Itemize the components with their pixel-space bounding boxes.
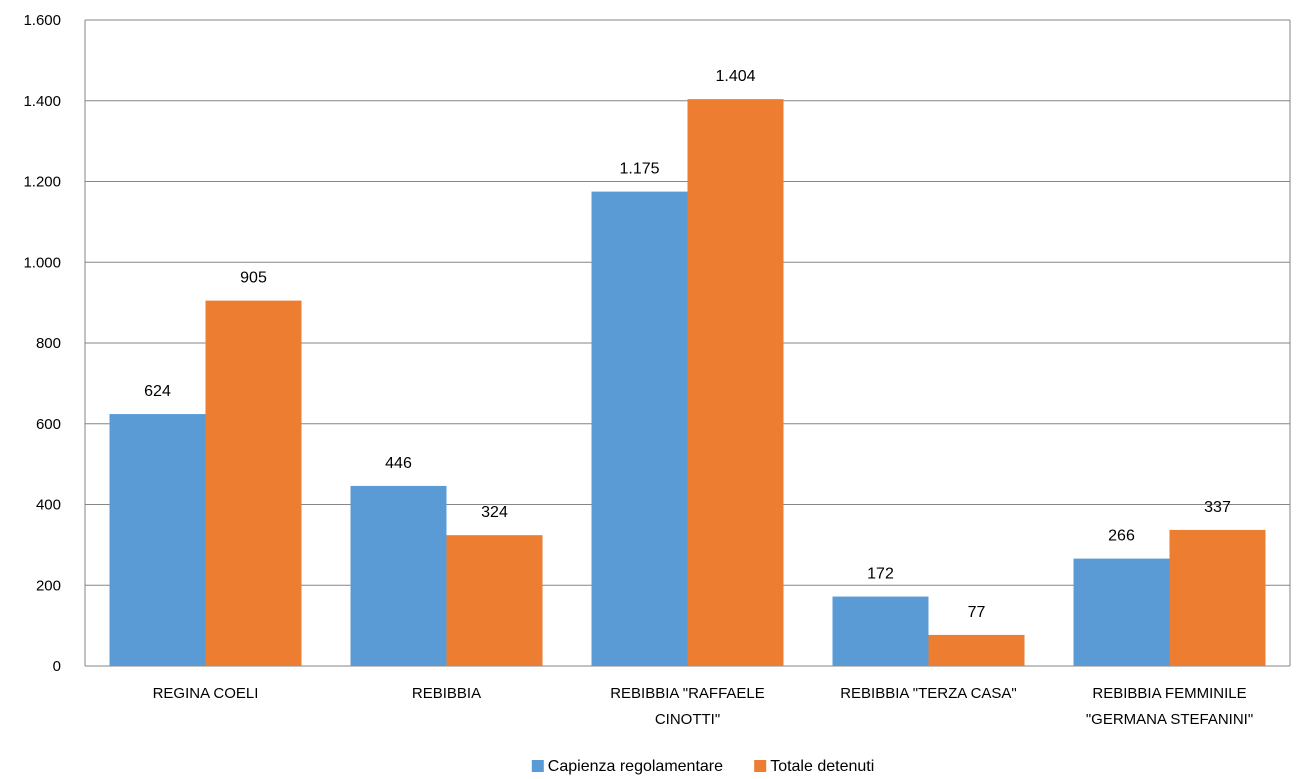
legend-swatch xyxy=(531,760,544,772)
y-axis-tick-labels: 0 200 400 600 800 1.000 1.200 1.400 1.600 xyxy=(23,12,61,675)
bar xyxy=(1169,529,1266,666)
legend-swatch xyxy=(754,760,767,772)
x-category-label: REBIBBIA "TERZA CASA" xyxy=(840,685,1017,702)
x-category-label: REBIBBIA "RAFFAELE xyxy=(610,685,765,702)
bar-value-label: 1.175 xyxy=(619,161,659,178)
bar-value-label: 337 xyxy=(1204,499,1231,516)
bar xyxy=(687,99,784,666)
x-axis-category-labels: REGINA COELI REBIBBIA REBIBBIA "RAFFAELE CI… xyxy=(153,685,1254,728)
bar xyxy=(350,485,447,666)
bar xyxy=(832,596,929,666)
y-tick-label: 0 xyxy=(53,658,61,675)
bar xyxy=(205,300,302,666)
bar xyxy=(591,191,688,666)
bar-value-label: 324 xyxy=(481,504,508,521)
legend: Capienza regolamentare Totale detenuti xyxy=(531,758,874,775)
bar-value-label: 77 xyxy=(968,604,986,621)
bar-value-label: 446 xyxy=(385,455,412,472)
y-tick-label: 1.600 xyxy=(23,12,61,29)
y-tick-label: 800 xyxy=(36,335,61,352)
x-category-label: REGINA COELI xyxy=(153,685,259,702)
y-tick-label: 1.400 xyxy=(23,93,61,110)
y-tick-label: 600 xyxy=(36,416,61,433)
data-labels: 624 905 446 324 1.175 1.404 172 77 266 337 xyxy=(144,68,1231,621)
legend-item: Totale detenuti xyxy=(754,758,874,775)
legend-label: Totale detenuti xyxy=(770,758,874,775)
bar-value-label: 905 xyxy=(240,270,267,287)
x-category-label: REBIBBIA FEMMINILE xyxy=(1092,685,1246,702)
x-category-label: REBIBBIA xyxy=(412,685,481,702)
legend-label: Capienza regolamentare xyxy=(548,758,723,775)
bar-value-label: 172 xyxy=(867,566,894,583)
y-tick-label: 1.000 xyxy=(23,254,61,271)
bar-value-label: 1.404 xyxy=(715,68,755,85)
y-tick-label: 1.200 xyxy=(23,174,61,191)
bar xyxy=(446,535,543,666)
bar xyxy=(1073,558,1170,666)
bars xyxy=(109,99,1266,666)
x-category-label: CINOTTI" xyxy=(655,711,720,728)
y-tick-label: 200 xyxy=(36,577,61,594)
bar xyxy=(109,414,206,666)
bar xyxy=(928,634,1025,666)
y-tick-label: 400 xyxy=(36,497,61,514)
x-category-label: "GERMANA STEFANINI" xyxy=(1086,711,1253,728)
bar-value-label: 266 xyxy=(1108,528,1135,545)
bar-value-label: 624 xyxy=(144,383,171,400)
legend-item: Capienza regolamentare xyxy=(531,758,723,775)
